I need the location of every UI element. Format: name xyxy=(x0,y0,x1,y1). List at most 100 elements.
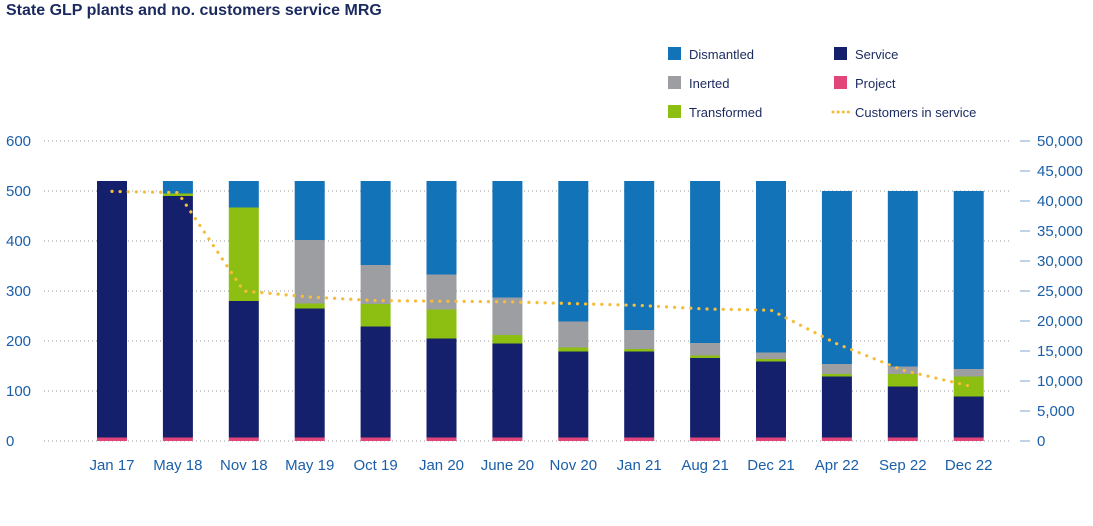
bar-dismantled-10 xyxy=(690,181,721,343)
x-tick-label: Sep 22 xyxy=(879,457,927,474)
y-left-tick-label: 100 xyxy=(6,383,31,400)
bar-service-10 xyxy=(690,358,721,438)
bar-dismantled-7 xyxy=(492,181,523,298)
bar-inerted-10 xyxy=(690,343,721,356)
y-left-tick-label: 300 xyxy=(6,283,31,300)
x-tick-label: Jan 20 xyxy=(419,457,464,474)
y-right-tick-label: 20,000 xyxy=(1037,313,1083,330)
y-right-tick-label: 35,000 xyxy=(1037,223,1083,240)
bar-dismantled-11 xyxy=(756,181,786,353)
bar-dismantled-4 xyxy=(294,181,325,240)
y-right-tick-label: 30,000 xyxy=(1037,253,1083,270)
legend-label-project: Project xyxy=(855,76,896,91)
bar-dismantled-9 xyxy=(624,181,655,330)
bar-inerted-6 xyxy=(426,274,457,310)
bar-service-6 xyxy=(426,338,457,438)
bar-project-14 xyxy=(953,437,984,441)
bar-inerted-7 xyxy=(492,297,523,335)
y-left-tick-label: 400 xyxy=(6,233,31,250)
bar-service-4 xyxy=(294,308,325,438)
x-tick-label: Apr 22 xyxy=(815,457,859,474)
bar-service-2 xyxy=(162,196,193,438)
bar-service-3 xyxy=(228,301,259,438)
bar-dismantled-2 xyxy=(162,181,193,194)
bar-dismantled-14 xyxy=(953,191,984,369)
x-tick-label: Jan 21 xyxy=(617,457,662,474)
bar-inerted-14 xyxy=(953,369,984,377)
bar-dismantled-8 xyxy=(558,181,589,322)
y-right-tick-label: 40,000 xyxy=(1037,193,1083,210)
bar-service-13 xyxy=(887,386,918,438)
bar-transformed-2 xyxy=(162,193,193,196)
legend-swatch-transformed xyxy=(668,105,681,118)
bar-service-1 xyxy=(97,181,127,438)
bar-project-13 xyxy=(887,437,918,441)
x-tick-label: Nov 18 xyxy=(220,457,268,474)
legend-label-service: Service xyxy=(855,47,898,62)
bar-inerted-4 xyxy=(294,240,325,304)
x-tick-label: Nov 20 xyxy=(550,457,598,474)
legend-label-inerted: Inerted xyxy=(689,76,729,91)
y-right-tick-label: 50,000 xyxy=(1037,133,1083,150)
legend-swatch-project xyxy=(834,76,847,89)
x-tick-label: Jan 17 xyxy=(89,457,134,474)
y-right-tick-label: 5,000 xyxy=(1037,403,1075,420)
x-tick-label: May 19 xyxy=(285,457,334,474)
bar-project-10 xyxy=(690,437,721,441)
bar-transformed-10 xyxy=(690,355,721,358)
bar-transformed-11 xyxy=(756,359,786,362)
x-tick-label: Dec 22 xyxy=(945,457,993,474)
bar-transformed-12 xyxy=(821,374,852,377)
x-tick-label: Aug 21 xyxy=(681,457,729,474)
bar-dismantled-6 xyxy=(426,181,457,275)
y-right-tick-label: 45,000 xyxy=(1037,163,1083,180)
bar-project-9 xyxy=(624,437,655,441)
legend-label-transformed: Transformed xyxy=(689,105,762,120)
bar-transformed-9 xyxy=(624,349,655,352)
bar-service-12 xyxy=(821,376,852,438)
bar-inerted-9 xyxy=(624,330,655,349)
bar-transformed-3 xyxy=(228,207,259,301)
bar-project-5 xyxy=(360,437,391,441)
bar-service-7 xyxy=(492,343,523,438)
bar-transformed-6 xyxy=(426,309,457,339)
bar-dismantled-3 xyxy=(228,181,259,208)
bar-service-5 xyxy=(360,326,391,438)
bar-service-9 xyxy=(624,351,655,438)
y-right-tick-label: 0 xyxy=(1037,433,1045,450)
bar-dismantled-12 xyxy=(821,191,852,364)
bar-service-14 xyxy=(953,396,984,438)
y-right-tick-label: 10,000 xyxy=(1037,373,1083,390)
bar-dismantled-5 xyxy=(360,181,391,265)
bar-transformed-13 xyxy=(887,374,918,387)
x-tick-label: Dec 21 xyxy=(747,457,795,474)
legend-swatch-inerted xyxy=(668,76,681,89)
y-left-tick-label: 200 xyxy=(6,333,31,350)
bar-project-1 xyxy=(97,437,127,441)
bar-transformed-5 xyxy=(360,304,391,327)
bar-inerted-8 xyxy=(558,321,589,348)
bar-project-8 xyxy=(558,437,589,441)
bar-dismantled-13 xyxy=(887,191,918,367)
y-left-tick-label: 500 xyxy=(6,183,31,200)
customers-line xyxy=(110,189,971,388)
x-tick-label: June 20 xyxy=(481,457,534,474)
bar-project-12 xyxy=(821,437,852,441)
legend-label-dismantled: Dismantled xyxy=(689,47,754,62)
bar-service-11 xyxy=(756,361,786,438)
bar-project-6 xyxy=(426,437,457,441)
y-left-tick-label: 600 xyxy=(6,133,31,150)
bar-service-8 xyxy=(558,351,589,438)
bar-transformed-7 xyxy=(492,335,523,344)
legend-label-customers: Customers in service xyxy=(855,105,976,120)
bar-project-3 xyxy=(228,437,259,441)
bar-inerted-11 xyxy=(756,352,786,359)
x-tick-label: May 18 xyxy=(153,457,202,474)
bar-project-7 xyxy=(492,437,523,441)
bar-transformed-8 xyxy=(558,347,589,352)
bar-inerted-12 xyxy=(821,364,852,374)
legend-swatch-service xyxy=(834,47,847,60)
bar-inerted-5 xyxy=(360,265,391,304)
bar-project-4 xyxy=(294,437,325,441)
